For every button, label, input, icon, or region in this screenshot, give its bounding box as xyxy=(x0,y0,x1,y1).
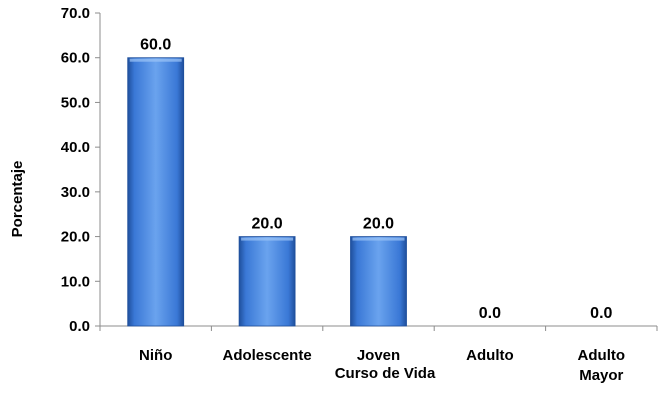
bar-top-highlight xyxy=(129,58,182,62)
data-label: 20.0 xyxy=(363,216,394,233)
y-tick-label: 50.0 xyxy=(61,94,90,111)
x-tick-label: Niño xyxy=(139,347,172,364)
x-tick-label: Adolescente xyxy=(222,347,311,364)
chart-axes xyxy=(95,12,658,331)
data-label: 0.0 xyxy=(590,305,612,322)
bar-top-highlight xyxy=(241,237,294,241)
data-label: 0.0 xyxy=(479,305,501,322)
y-tick-label: 40.0 xyxy=(61,139,90,156)
y-tick-label: 70.0 xyxy=(61,5,90,22)
x-tick-label: Mayor xyxy=(579,367,623,384)
x-axis-title: Curso de Vida xyxy=(335,365,436,382)
y-tick-label: 10.0 xyxy=(61,273,90,290)
x-tick-label: Adulto xyxy=(466,347,513,364)
chart-bars xyxy=(127,57,407,327)
y-tick-label: 0.0 xyxy=(69,318,90,335)
bar-top-highlight xyxy=(352,237,405,241)
x-tick-label: Adulto xyxy=(578,347,625,364)
x-tick-label: Joven xyxy=(357,347,400,364)
bar xyxy=(127,57,185,327)
y-tick-label: 60.0 xyxy=(61,50,90,67)
bar xyxy=(238,236,296,327)
bar xyxy=(350,236,407,327)
y-tick-label: 30.0 xyxy=(61,184,90,201)
chart-labels: 0.0 10.0 20.0 30.0 40.0 50.0 60.0 70.0 60.0 Niño 2… xyxy=(61,5,625,384)
data-label: 60.0 xyxy=(140,37,171,54)
data-label: 20.0 xyxy=(252,216,283,233)
y-axis-title: Porcentaje xyxy=(9,161,26,238)
y-tick-label: 20.0 xyxy=(61,229,90,246)
